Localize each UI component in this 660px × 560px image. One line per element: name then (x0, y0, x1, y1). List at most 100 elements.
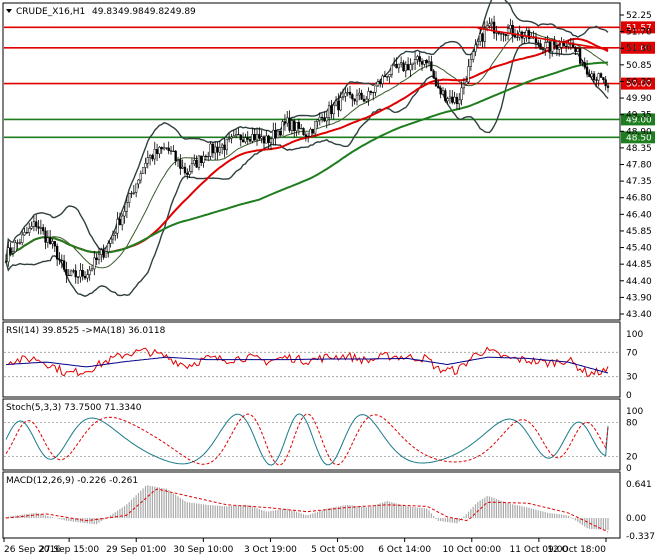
candle-body (567, 44, 570, 47)
stoch-tick-label: 20 (626, 453, 638, 463)
candle-body (35, 221, 38, 227)
candle-body (111, 234, 115, 240)
price-tick-label: 46.40 (626, 210, 652, 220)
price-tick-label: 51.70 (626, 28, 652, 38)
candle-body (186, 172, 189, 175)
candle-body (376, 81, 380, 87)
candle-body (144, 162, 147, 168)
candle-body (37, 226, 40, 229)
candle-body (146, 157, 149, 164)
candle-body (241, 139, 245, 143)
candle-body (225, 138, 228, 151)
candle-body (251, 134, 254, 142)
candle-body (183, 166, 187, 174)
candle-body (279, 130, 282, 136)
rsi-tick-label: 0 (626, 391, 632, 401)
candle-body (128, 193, 131, 203)
candle-body (265, 135, 268, 144)
candle-body (539, 43, 542, 50)
candle-body (25, 232, 29, 234)
price-tick-label: 51.30 (626, 44, 652, 54)
price-tick-label: 52.25 (626, 11, 652, 21)
candle-body (379, 81, 382, 84)
candle-body (167, 147, 170, 151)
candle-body (541, 48, 545, 50)
candle-body (53, 241, 56, 247)
ohlc-low: 49.82 (144, 7, 170, 17)
candle-body (307, 135, 310, 137)
candle-body (232, 135, 235, 138)
macd-tick-label: -0.337 (626, 532, 655, 542)
candle-body (135, 183, 138, 193)
level-tag-bg (621, 131, 655, 144)
candle-body (320, 117, 324, 119)
candle-body (511, 24, 514, 36)
candle-body (499, 33, 503, 35)
candle-body (162, 147, 166, 150)
candle-body (313, 121, 317, 134)
candle-body (44, 230, 47, 243)
candle-body (448, 96, 452, 99)
candle-body (576, 48, 579, 52)
candle-body (490, 21, 493, 25)
candle-body (274, 129, 277, 139)
rsi-title: RSI(14) 39.8525 ->MA(18) 36.0118 (6, 326, 166, 336)
candle-body (602, 77, 605, 80)
candle-body (295, 122, 298, 132)
candle-body (237, 134, 240, 136)
candle-body (195, 159, 198, 168)
candle-body (90, 268, 94, 271)
candle-body (69, 270, 73, 276)
candle-body (372, 91, 375, 94)
candle-body (132, 192, 135, 194)
candle-body (165, 147, 168, 149)
candle-body (267, 135, 270, 143)
price-tick-label: 48.35 (626, 144, 652, 154)
candle-body (300, 128, 303, 130)
candle-body (88, 269, 91, 275)
macd-tick-label: 0.641 (626, 480, 652, 490)
candle-body (406, 64, 410, 71)
candle-body (367, 91, 370, 100)
candle-body (255, 134, 259, 141)
candle-body (483, 27, 486, 42)
candle-body (76, 276, 80, 278)
candle-body (339, 97, 342, 111)
candle-body (139, 173, 142, 181)
candle-body (427, 61, 431, 64)
candle-body (79, 270, 82, 278)
candle-body (418, 56, 421, 62)
candle-body (495, 32, 498, 34)
candle-body (304, 134, 307, 137)
candle-body (32, 221, 36, 227)
candle-body (118, 218, 122, 226)
candle-body (216, 146, 219, 153)
candle-body (476, 41, 479, 46)
candle-body (388, 74, 391, 77)
candle-body (455, 96, 459, 105)
candle-body (204, 155, 208, 158)
candle-body (230, 136, 233, 139)
candle-body (437, 85, 440, 89)
time-tick-label: 5 Oct 05:00 (311, 545, 364, 555)
candle-body (599, 73, 603, 78)
candle-body (606, 85, 610, 88)
chart-menu-arrow-icon[interactable] (6, 9, 12, 13)
candle-body (272, 129, 275, 140)
rsi-tick-label: 30 (626, 373, 638, 383)
candle-body (502, 33, 505, 35)
candle-body (155, 149, 159, 154)
candle-body (365, 98, 368, 102)
candle-body (527, 30, 531, 39)
candle-body (218, 147, 221, 153)
candle-body (248, 139, 252, 142)
candle-body (588, 74, 591, 78)
price-tick-label: 48.90 (626, 127, 652, 137)
time-tick-label: 29 Sep 01:00 (106, 545, 166, 555)
candle-body (441, 90, 445, 95)
candle-body (51, 241, 54, 245)
candle-body (21, 234, 24, 243)
candle-body (595, 79, 598, 81)
candle-body (39, 227, 43, 229)
candle-body (137, 179, 140, 185)
